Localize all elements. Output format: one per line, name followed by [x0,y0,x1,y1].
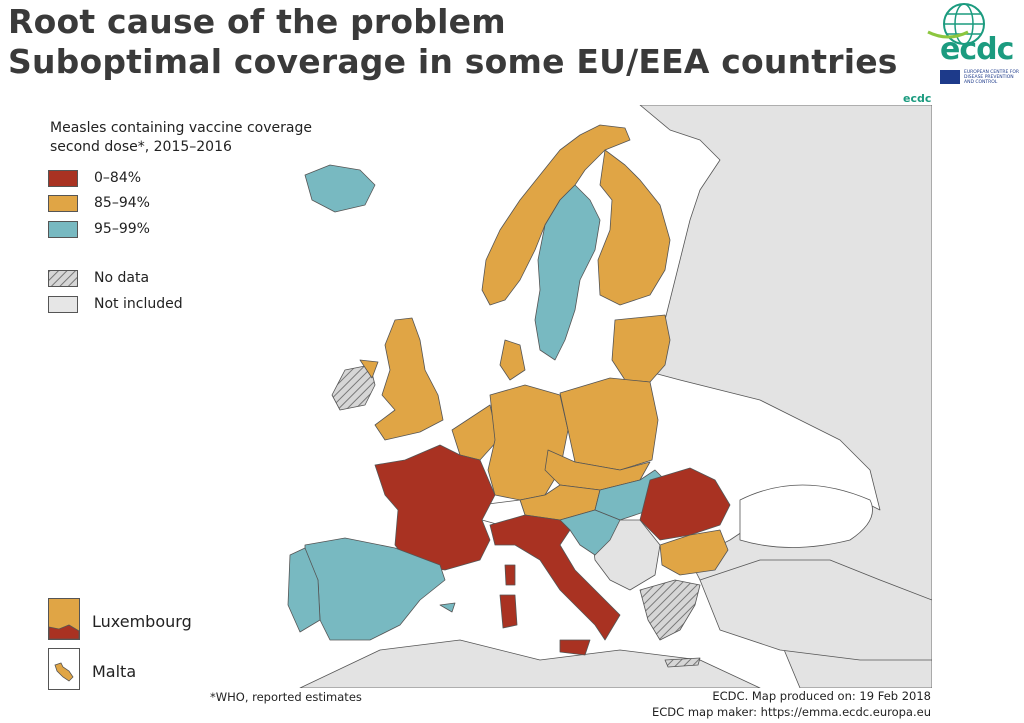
map-crete [664,657,701,668]
credits-line-2: ECDC map maker: https://emma.ecdc.europa… [652,705,931,719]
ecdc-logo-text: ecdc [940,32,1014,67]
legend-label: 95–99% [94,221,150,237]
land-north-africa [299,639,761,688]
land-turkey [699,559,932,661]
map-romania [639,467,731,541]
map-sweden [534,184,601,361]
legend-title-line-2: second dose*, 2015–2016 [50,139,232,155]
legend-title-line-1: Measles containing vaccine coverage [50,120,312,136]
legend-label: 85–94% [94,195,150,211]
legend-swatch-hatched [48,270,78,287]
map-norway [481,124,631,306]
map-benelux [451,404,499,461]
map-sicily [559,639,591,656]
legend-swatch-red [48,170,78,187]
ecdc-logo-subtitle: EUROPEAN CENTRE FOR DISEASE PREVENTION A… [964,70,1019,85]
map-credits: ECDC. Map produced on: 19 Feb 2018 ECDC … [652,688,931,720]
map-corsica [504,564,516,586]
map-iceland [304,164,376,213]
legend-label: No data [94,270,150,286]
legend-swatch-blue [48,221,78,238]
inset-malta-map [48,648,80,690]
land-black-sea [739,484,873,548]
map-bulgaria [659,529,729,576]
map-northern-ireland [359,359,379,379]
map-italy [489,514,621,641]
inset-label-malta: Malta [92,662,137,681]
ecdc-globe-logo [927,3,985,45]
map-germany [487,384,569,501]
map-denmark [499,339,526,381]
legend-swatch-grey [48,296,78,313]
map-greece [639,579,701,641]
map-portugal [287,547,321,633]
inset-luxembourg-map [48,598,80,640]
map-sardinia [499,594,518,629]
credits-line-1: ECDC. Map produced on: 19 Feb 2018 [712,689,931,703]
map-france [374,444,496,571]
inset-label-luxembourg: Luxembourg [92,612,192,631]
eu-flag-icon [940,70,960,84]
map-croatia [559,509,621,556]
legend-label: Not included [94,296,183,312]
footnote: *WHO, reported estimates [210,690,362,704]
map-balearic [439,602,456,613]
legend-label: 0–84% [94,170,142,186]
map-finland [597,149,671,306]
title-line-1: Root cause of the problem [8,2,506,41]
slide-title: Root cause of the problem Suboptimal cov… [8,2,898,82]
map-uk [374,317,444,441]
map-baltics [611,314,671,383]
small-ecdc-logo: ecdc [903,92,932,105]
legend-swatch-orange [48,195,78,212]
map-poland [559,377,659,471]
legend-title: Measles containing vaccine coverage seco… [50,119,312,157]
title-line-2: Suboptimal coverage in some EU/EEA count… [8,42,898,81]
